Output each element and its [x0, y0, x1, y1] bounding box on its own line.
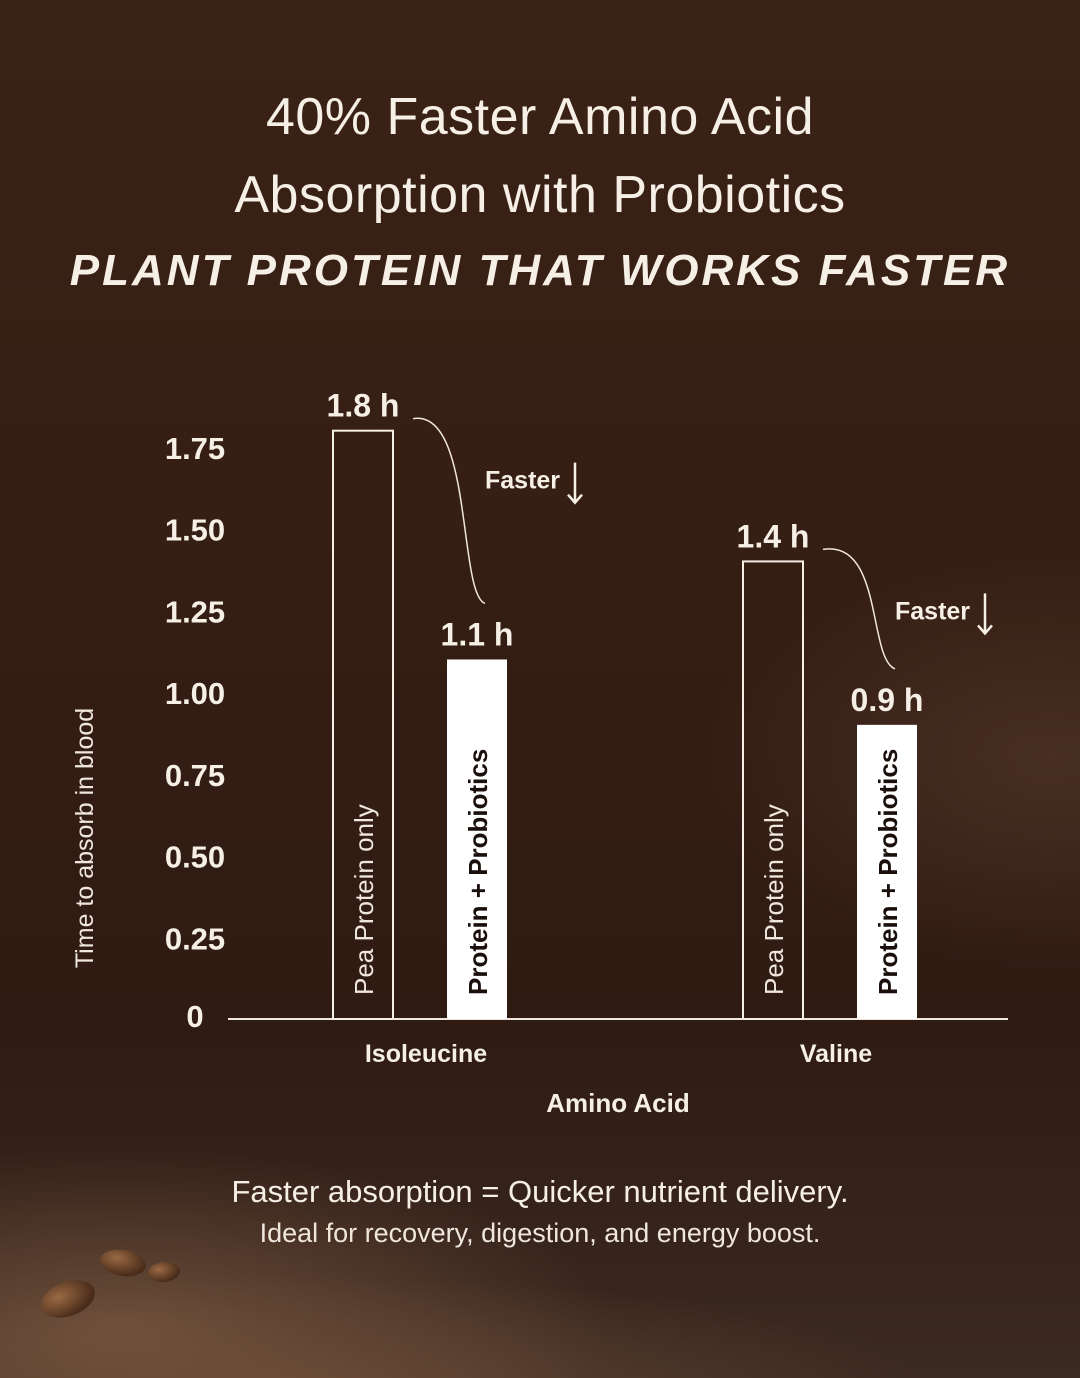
bar-value-label: 1.8 h — [327, 388, 400, 424]
footer-headline: Faster absorption = Quicker nutrient del… — [231, 1174, 849, 1209]
down-arrow-icon — [977, 593, 993, 636]
x-axis-label: Amino Acid — [546, 1088, 689, 1118]
bar-series-label: Protein + Probiotics — [463, 749, 493, 995]
title-line-1: 40% Faster Amino Acid — [265, 88, 815, 146]
y-tick-label: 0.25 — [165, 921, 225, 956]
y-tick-label: 0.75 — [165, 758, 225, 793]
footer-subtext: Ideal for recovery, digestion, and energ… — [259, 1218, 821, 1248]
coffee-grain-texture — [0, 1198, 1080, 1378]
bar-series-label: Pea Protein only — [349, 804, 379, 995]
y-tick-label: 0.50 — [165, 840, 225, 875]
bar-pea-protein-isoleucine — [332, 429, 394, 1020]
faster-annotation: Faster — [485, 467, 560, 495]
bar-protein-probiotics-isoleucine — [447, 659, 507, 1019]
bar-series-label: Protein + Probiotics — [873, 749, 903, 995]
faster-connector-curve — [412, 417, 486, 605]
faster-annotation: Faster — [895, 597, 970, 625]
bar-series-label: Pea Protein only — [759, 804, 789, 995]
y-tick-label: 1.50 — [165, 513, 225, 548]
bar-pea-protein-valine — [742, 560, 804, 1021]
page-subtitle: PLANT PROTEIN THAT WORKS FASTER — [69, 246, 1011, 295]
y-axis-label: Time to absorb in blood — [71, 708, 99, 968]
y-tick-label: 1.75 — [165, 431, 225, 466]
x-category-label: Valine — [800, 1040, 872, 1068]
page-title: 40% Faster Amino Acid Absorption with Pr… — [0, 78, 1080, 234]
y-axis-ticks: 0 0.25 0.50 0.75 1.00 1.25 1.50 1.75 — [165, 431, 225, 1034]
title-line-2: Absorption with Probiotics — [234, 166, 846, 224]
x-category-label: Isoleucine — [365, 1040, 487, 1068]
y-tick-label: 1.00 — [165, 676, 225, 711]
bar-value-label: 1.1 h — [441, 616, 514, 652]
faster-connector-curve — [822, 548, 896, 670]
down-arrow-icon — [567, 462, 583, 505]
bar-value-label: 1.4 h — [737, 518, 810, 554]
y-tick-label: 1.25 — [165, 594, 225, 629]
bar-protein-probiotics-valine — [857, 724, 917, 1019]
bars-layer: 1.8 h Pea Protein only 1.1 h Protein + Prob… — [327, 388, 993, 1068]
bar-value-label: 0.9 h — [851, 682, 924, 718]
y-tick-label: 0 — [186, 999, 203, 1034]
